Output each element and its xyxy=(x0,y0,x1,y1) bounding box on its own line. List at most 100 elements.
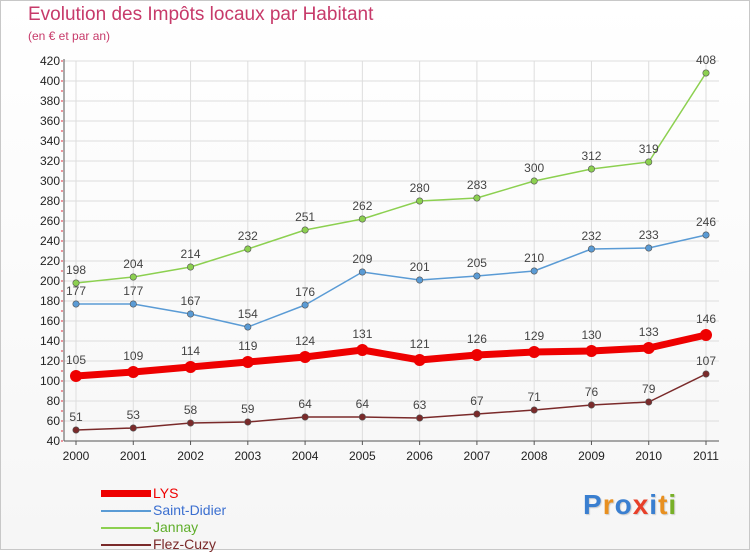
data-point-flez-cuzy xyxy=(301,413,309,421)
data-point-saint-didier xyxy=(244,323,252,331)
data-label-jannay: 204 xyxy=(123,257,143,271)
chart-subtitle: (en € et par an) xyxy=(28,29,111,43)
data-label-saint-didier: 233 xyxy=(639,228,659,242)
data-point-lys xyxy=(299,351,312,363)
logo-letter: i xyxy=(649,489,659,520)
data-point-flez-cuzy xyxy=(358,413,366,421)
data-point-saint-didier xyxy=(645,244,653,252)
data-label-saint-didier: 246 xyxy=(696,215,716,229)
data-point-flez-cuzy xyxy=(416,414,424,422)
data-point-lys xyxy=(470,349,483,361)
y-tick-label: 380 xyxy=(40,94,60,108)
logo-letter: P xyxy=(583,489,603,520)
data-point-flez-cuzy xyxy=(129,424,137,432)
data-label-lys: 133 xyxy=(639,325,659,339)
data-label-lys: 105 xyxy=(66,353,86,367)
data-point-jannay xyxy=(358,215,366,223)
data-point-jannay xyxy=(645,158,653,166)
gridlines xyxy=(64,60,719,442)
data-label-jannay: 280 xyxy=(410,181,430,195)
data-label-saint-didier: 201 xyxy=(410,260,430,274)
data-point-saint-didier xyxy=(587,245,595,253)
x-tick-label: 2009 xyxy=(578,449,605,463)
legend-label: Saint-Didier xyxy=(153,502,227,518)
data-label-lys: 114 xyxy=(181,344,200,358)
axes: 40 60 80 100 120 140 160 180 200 220 240 260 280 300 3… xyxy=(40,54,719,463)
data-label-jannay: 408 xyxy=(696,53,716,67)
data-label-saint-didier: 176 xyxy=(295,285,315,299)
y-tick-label: 120 xyxy=(40,354,60,368)
logo-letter: i xyxy=(668,489,678,520)
data-label-lys: 126 xyxy=(467,332,487,346)
data-point-lys xyxy=(413,354,426,366)
data-point-saint-didier xyxy=(301,301,309,309)
y-tick-label: 240 xyxy=(40,234,60,248)
data-point-saint-didier xyxy=(358,268,366,276)
data-label-jannay: 300 xyxy=(524,161,544,175)
y-tick-label: 140 xyxy=(40,334,60,348)
x-tick-label: 2006 xyxy=(406,449,433,463)
data-label-lys: 124 xyxy=(295,334,315,348)
data-label-jannay: 283 xyxy=(467,178,487,192)
data-label-lys: 131 xyxy=(352,327,372,341)
data-label-saint-didier: 154 xyxy=(238,307,258,321)
data-label-jannay: 214 xyxy=(181,247,201,261)
x-tick-label: 2001 xyxy=(120,449,147,463)
chart-title: Evolution des Impôts locaux par Habitant xyxy=(28,4,374,25)
data-label-lys: 146 xyxy=(696,312,716,326)
series-line-flez-cuzy xyxy=(75,373,707,431)
logo-letter: o xyxy=(614,489,633,520)
data-label-lys: 121 xyxy=(410,337,430,351)
data-label-lys: 129 xyxy=(524,329,544,343)
y-tick-label: 100 xyxy=(40,374,60,388)
data-label-jannay: 319 xyxy=(639,142,659,156)
data-point-flez-cuzy xyxy=(702,370,710,378)
data-point-flez-cuzy xyxy=(244,418,252,426)
data-label-flez-cuzy: 53 xyxy=(127,408,141,422)
series-line-jannay xyxy=(75,72,707,284)
data-label-jannay: 262 xyxy=(352,199,372,213)
data-point-jannay xyxy=(473,194,481,202)
data-label-jannay: 232 xyxy=(238,229,258,243)
data-point-lys xyxy=(184,361,197,373)
y-tick-label: 360 xyxy=(40,114,60,128)
y-tick-label: 280 xyxy=(40,194,60,208)
x-tick-label: 2005 xyxy=(349,449,376,463)
data-point-saint-didier xyxy=(129,300,137,308)
series-saint-didier xyxy=(72,231,710,331)
logo-letter: t xyxy=(658,489,669,520)
legend-swatch xyxy=(101,527,151,529)
data-point-jannay xyxy=(301,226,309,234)
data-point-flez-cuzy xyxy=(587,401,595,409)
y-tick-label: 420 xyxy=(40,54,60,68)
data-point-jannay xyxy=(187,263,195,271)
data-point-flez-cuzy xyxy=(187,419,195,427)
y-tick-label: 200 xyxy=(40,274,60,288)
data-point-jannay xyxy=(530,177,538,185)
y-tick-label: 300 xyxy=(40,174,60,188)
x-tick-label: 2004 xyxy=(292,449,319,463)
data-label-lys: 130 xyxy=(581,328,601,342)
series-line-lys xyxy=(75,331,707,380)
x-tick-label: 2010 xyxy=(635,449,662,463)
y-tick-label: 220 xyxy=(40,254,60,268)
data-point-lys xyxy=(127,366,140,378)
data-label-flez-cuzy: 64 xyxy=(298,397,312,411)
series-jannay xyxy=(72,69,710,287)
data-label-flez-cuzy: 67 xyxy=(470,394,484,408)
x-tick-label: 2000 xyxy=(63,449,90,463)
data-point-jannay xyxy=(72,279,80,287)
legend-swatch xyxy=(101,490,151,497)
x-tick-label: 2007 xyxy=(464,449,491,463)
series-line-saint-didier xyxy=(76,234,707,328)
legend-swatch xyxy=(101,510,151,512)
data-labels: 177 177 167 154 176 209 201 205 210 232 233 246 198 2… xyxy=(66,53,716,424)
data-label-flez-cuzy: 63 xyxy=(413,398,427,412)
y-tick-label: 180 xyxy=(40,294,60,308)
data-point-lys xyxy=(585,345,598,357)
legend-label: Flez-Cuzy xyxy=(153,536,217,552)
data-label-saint-didier: 232 xyxy=(581,229,601,243)
data-label-flez-cuzy: 64 xyxy=(356,397,370,411)
data-point-lys xyxy=(356,344,369,356)
